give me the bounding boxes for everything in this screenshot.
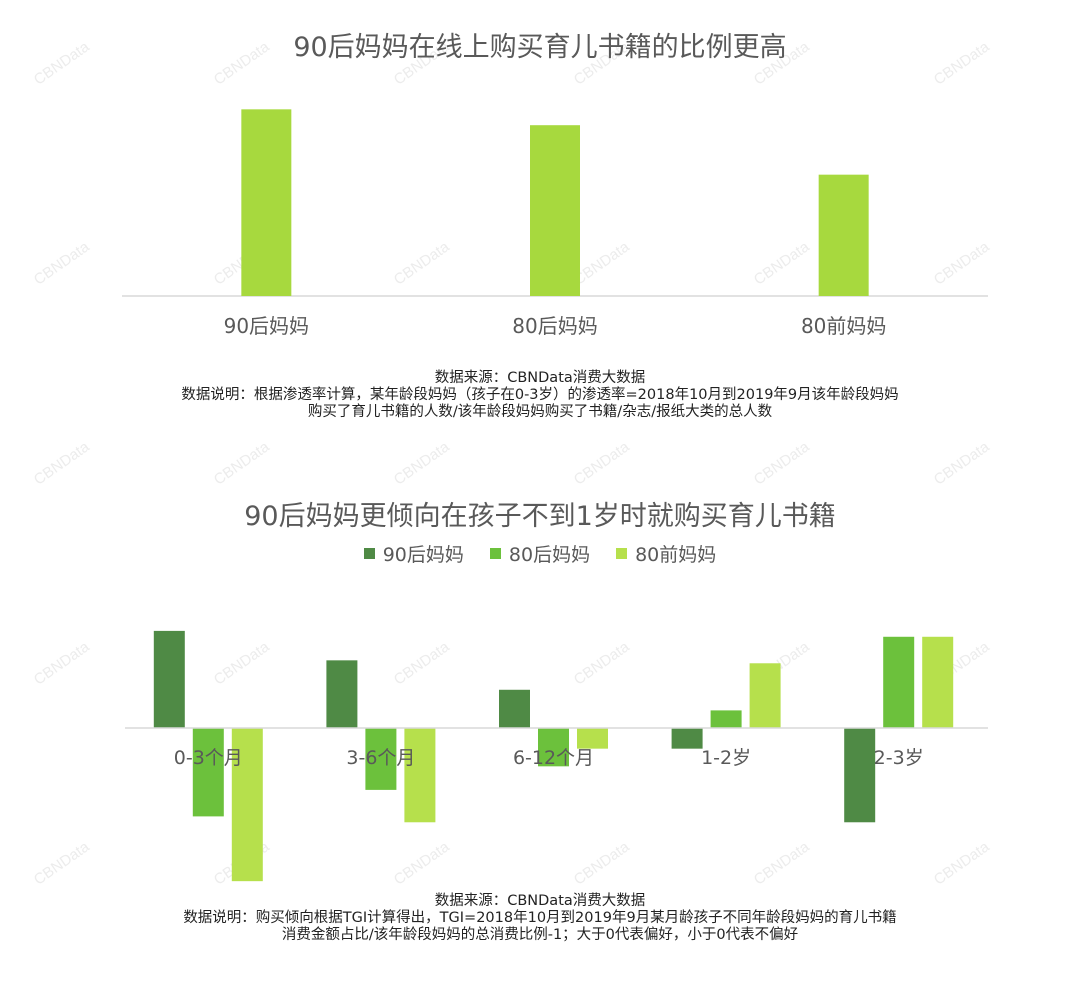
chart1-tick-label: 90后妈妈 <box>224 314 309 338</box>
chart2-bar <box>365 728 397 790</box>
chart1-plot: 90后妈妈 80后妈妈 80前妈妈 <box>122 109 988 338</box>
legend-swatch-90 <box>363 548 375 559</box>
legend-item-90: 90后妈妈 <box>363 540 464 567</box>
chart1-tick-label: 80前妈妈 <box>801 314 886 338</box>
chart1-note-line-2: 购买了育儿书籍的人数/该年龄段妈妈购买了书籍/杂志/报纸大类的总人数 <box>307 404 773 420</box>
chart2-bar <box>499 689 530 729</box>
chart2-note-line-2: 消费金额占比/该年龄段妈妈的总消费比例-1；大于0代表偏好，小于0代表不偏好 <box>281 927 799 943</box>
chart2-bar <box>749 663 781 729</box>
chart1-source: 数据来源：CBNData消费大数据 <box>434 370 646 386</box>
chart2-title: 90后妈妈更倾向在孩子不到1岁时就购买育儿书籍 <box>244 501 836 532</box>
chart1-title: 90后妈妈在线上购买育儿书籍的比例更高 <box>293 32 787 63</box>
chart2-tick-label: 2-3岁 <box>874 747 924 769</box>
watermark-text: CBNData <box>930 438 993 489</box>
chart2-bar <box>844 728 876 823</box>
chart2-tick-label: 3-6个月 <box>346 747 415 769</box>
chart2-bar <box>326 660 358 729</box>
chart2-bar <box>231 728 263 882</box>
chart1-tick-label: 80后妈妈 <box>512 314 597 338</box>
chart2-plot: 0-3个月 3-6个月 6-12个月 1-2岁 2-3岁 <box>125 630 988 882</box>
legend-swatch-80 <box>489 548 501 559</box>
watermark-text: CBNData <box>30 438 93 489</box>
chart1-bar <box>241 109 292 296</box>
legend-swatch-pre80 <box>616 548 628 559</box>
chart2-bar <box>671 728 703 749</box>
legend-label-90: 90后妈妈 <box>382 544 464 566</box>
chart2-bar <box>538 728 569 767</box>
chart2-bar <box>922 636 954 729</box>
chart1-note-line-1: 数据说明：根据渗透率计算，某年龄段妈妈（孩子在0-3岁）的渗透率=2018年10… <box>181 387 899 403</box>
watermark-text: CBNData <box>210 438 273 489</box>
chart2-tick-label: 0-3个月 <box>174 747 243 769</box>
legend-item-pre80: 80前妈妈 <box>616 540 716 567</box>
chart1-bar <box>818 174 869 296</box>
chart2-bar <box>710 710 742 729</box>
legend-item-80: 80后妈妈 <box>489 540 591 567</box>
chart2-bar <box>192 728 224 817</box>
chart2-legend: 90后妈妈 80后妈妈 80前妈妈 <box>0 540 1080 567</box>
chart2-bar <box>577 728 608 749</box>
chart2-bar <box>883 636 915 729</box>
chart2-bar <box>153 630 185 729</box>
legend-label-pre80: 80前妈妈 <box>635 544 717 566</box>
chart2-notes: 数据来源：CBNData消费大数据 数据说明：购买倾向根据TGI计算得出，TGI… <box>0 893 1080 944</box>
legend-label-80: 80后妈妈 <box>508 544 591 566</box>
watermark-text: CBNData <box>750 438 813 489</box>
chart2-tick-label: 6-12个月 <box>513 747 594 769</box>
chart2-tick-label: 1-2岁 <box>701 747 751 769</box>
chart1-bar <box>530 125 580 296</box>
chart2-bar <box>404 728 436 823</box>
chart2-source: 数据来源：CBNData消费大数据 <box>434 893 646 909</box>
watermark-text: CBNData <box>390 438 453 489</box>
chart2-note-line-1: 数据说明：购买倾向根据TGI计算得出，TGI=2018年10月到2019年9月某… <box>183 910 897 926</box>
watermark-text: CBNData <box>570 438 633 489</box>
chart1-notes: 数据来源：CBNData消费大数据 数据说明：根据渗透率计算，某年龄段妈妈（孩子… <box>0 370 1080 421</box>
